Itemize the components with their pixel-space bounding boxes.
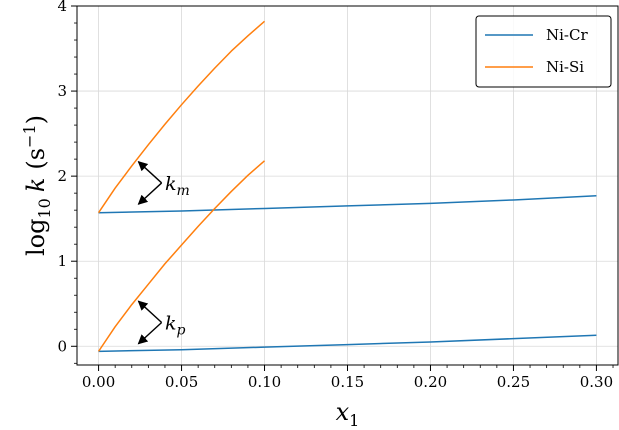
annotation-arrow-kp [137, 321, 163, 345]
y-tick-label: 1 [57, 252, 67, 270]
series-group [97, 20, 597, 353]
annotation-arrow-km [137, 161, 163, 184]
x-axis-label: x1 [336, 398, 360, 430]
x-tick-label: 0.10 [248, 373, 281, 391]
axis-ticks: 0.00 0.05 0.10 0.15 0.20 0.25 0.30 0 1 2 3 4 [57, 0, 614, 391]
y-axis-label: log10 k (s−1) [20, 115, 54, 256]
annotation-arrow-kp [137, 300, 163, 323]
x-tick-label: 0.20 [414, 373, 447, 391]
annotation-label-km: km [165, 173, 190, 199]
x-axis-label-sub: 1 [349, 411, 359, 430]
x-tick-label: 0.30 [580, 373, 613, 391]
series-line-ni-si-km [97, 20, 266, 214]
legend: Ni-Cr Ni-Si [475, 15, 612, 88]
y-label-sub: 10 [35, 198, 54, 218]
legend-label-ni-si: Ni-Si [546, 58, 584, 76]
series-line-ni-si-kp [97, 160, 266, 352]
annotation-arrow-km [137, 182, 163, 205]
x-tick-label: 0.25 [497, 373, 530, 391]
legend-label-ni-cr: Ni-Cr [546, 26, 588, 44]
y-label-var: k [22, 178, 50, 193]
x-tick-label: 0.15 [331, 373, 364, 391]
y-label-unit-open: (s [22, 148, 50, 170]
y-tick-label: 3 [57, 82, 67, 100]
y-label-prefix: log [22, 219, 50, 257]
x-axis-label-var: x [336, 398, 350, 426]
annotation-label-kp: kp [165, 312, 186, 338]
series-line-ni-cr-km [98, 194, 597, 214]
y-tick-label: 0 [57, 337, 67, 355]
x-tick-label: 0.05 [165, 373, 198, 391]
series-line-ni-cr-kp [98, 334, 597, 353]
y-label-unit-close: ) [22, 115, 50, 124]
y-label-unit-sup: −1 [20, 124, 39, 148]
legend-box [475, 15, 612, 88]
x-tick-label: 0.00 [82, 373, 115, 391]
y-tick-label: 2 [57, 167, 67, 185]
y-tick-label: 4 [57, 0, 67, 15]
annotations: km kp [137, 161, 190, 345]
